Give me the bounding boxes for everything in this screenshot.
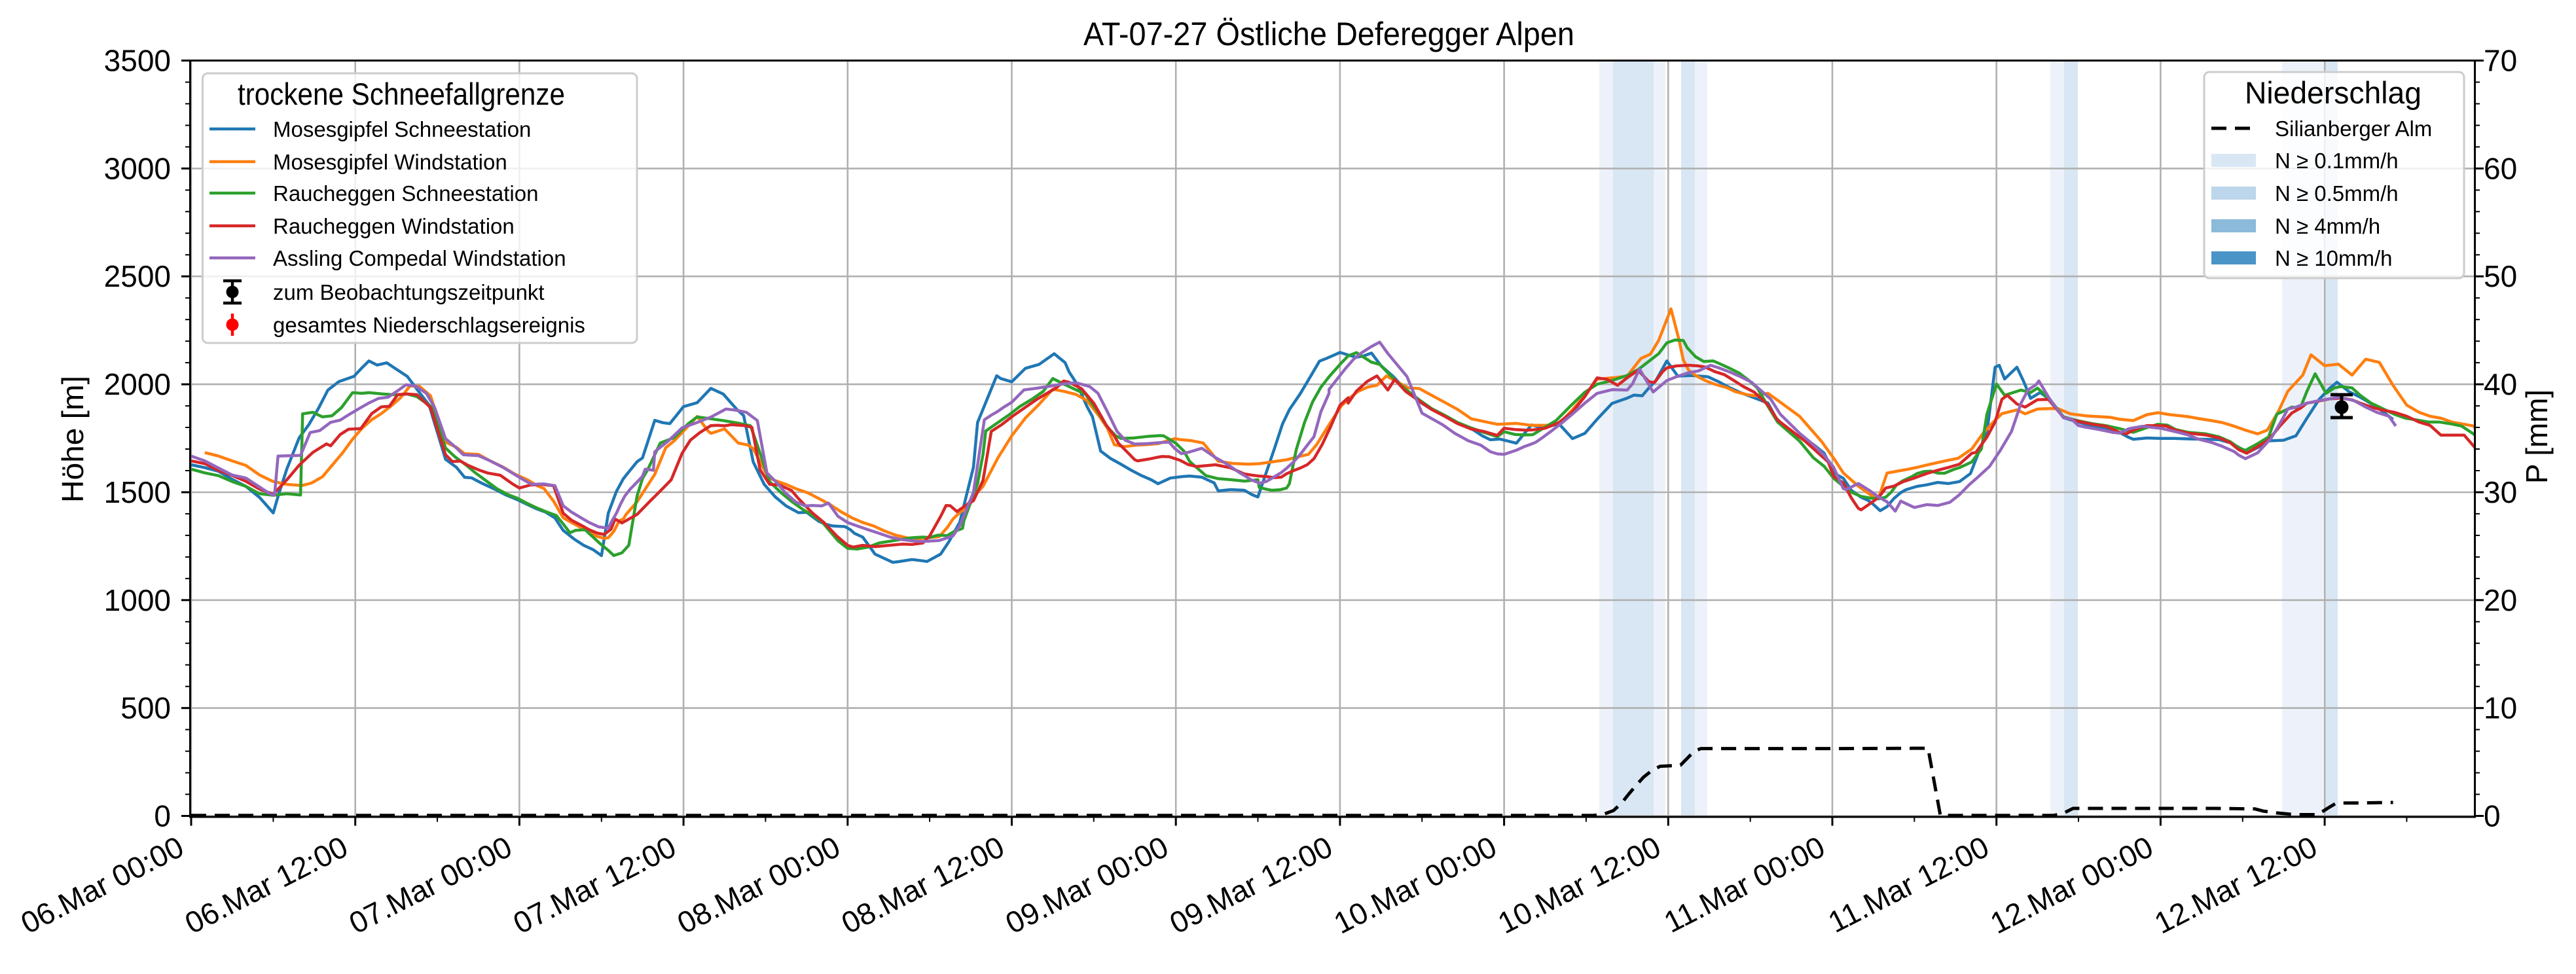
svg-text:70: 70	[2484, 44, 2517, 78]
svg-text:N ≥ 0.1mm/h: N ≥ 0.1mm/h	[2275, 149, 2399, 173]
svg-text:2500: 2500	[104, 259, 171, 293]
svg-text:N ≥ 0.5mm/h: N ≥ 0.5mm/h	[2275, 181, 2399, 206]
svg-text:50: 50	[2484, 259, 2517, 293]
svg-text:Raucheggen Windstation: Raucheggen Windstation	[273, 214, 515, 238]
svg-text:0: 0	[154, 799, 171, 833]
svg-text:30: 30	[2484, 475, 2517, 509]
svg-text:Mosesgipfel Schneestation: Mosesgipfel Schneestation	[273, 117, 531, 141]
svg-text:2000: 2000	[104, 367, 171, 401]
svg-text:gesamtes Niederschlagsereignis: gesamtes Niederschlagsereignis	[273, 313, 585, 337]
svg-text:500: 500	[120, 691, 171, 725]
svg-text:trockene Schneefallgrenze: trockene Schneefallgrenze	[238, 77, 565, 111]
svg-text:AT-07-27 Östliche Deferegger A: AT-07-27 Östliche Deferegger Alpen	[1083, 16, 1574, 52]
svg-text:Raucheggen Schneestation: Raucheggen Schneestation	[273, 181, 538, 206]
svg-text:20: 20	[2484, 583, 2517, 617]
svg-text:3500: 3500	[104, 44, 171, 78]
svg-text:1000: 1000	[104, 583, 171, 617]
svg-text:40: 40	[2484, 367, 2517, 401]
svg-text:Assling Compedal Windstation: Assling Compedal Windstation	[273, 246, 566, 270]
svg-text:N ≥ 4mm/h: N ≥ 4mm/h	[2275, 214, 2380, 238]
svg-text:1500: 1500	[104, 475, 171, 509]
svg-text:N ≥ 10mm/h: N ≥ 10mm/h	[2275, 246, 2393, 270]
svg-text:0: 0	[2484, 799, 2501, 833]
svg-text:10: 10	[2484, 691, 2517, 725]
svg-text:3000: 3000	[104, 151, 171, 185]
svg-text:Höhe [m]: Höhe [m]	[56, 376, 90, 503]
svg-text:60: 60	[2484, 151, 2517, 185]
svg-text:P [mm]: P [mm]	[2520, 389, 2554, 484]
svg-text:Silianberger Alm: Silianberger Alm	[2275, 117, 2432, 141]
svg-text:zum Beobachtungszeitpunkt: zum Beobachtungszeitpunkt	[273, 280, 545, 304]
svg-text:Niederschlag: Niederschlag	[2245, 75, 2422, 110]
svg-text:Mosesgipfel Windstation: Mosesgipfel Windstation	[273, 150, 507, 174]
